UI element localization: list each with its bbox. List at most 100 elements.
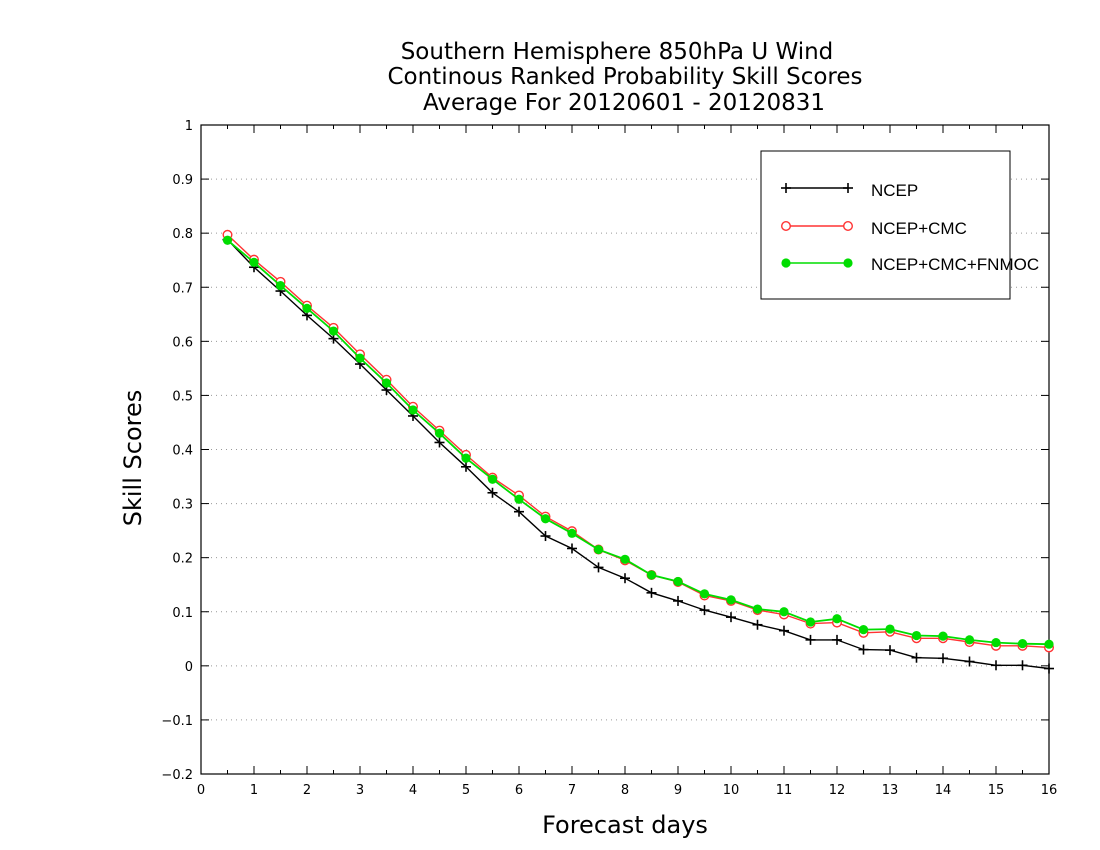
data-point <box>222 235 233 245</box>
legend-sample <box>781 220 854 231</box>
x-tick-label: 11 <box>776 783 793 798</box>
data-point <box>487 474 498 484</box>
legend-box <box>760 150 1011 300</box>
data-point <box>673 576 683 587</box>
data-point <box>726 612 736 623</box>
data-point <box>779 625 789 636</box>
x-tick-label: 8 <box>621 783 629 798</box>
data-point <box>832 614 842 624</box>
y-tick-label: 0.8 <box>172 227 193 242</box>
data-point <box>805 634 816 645</box>
data-point <box>699 605 710 616</box>
y-tick-label: 0.1 <box>172 606 193 621</box>
data-point <box>381 378 392 388</box>
legend-sample <box>781 258 853 268</box>
data-point <box>434 428 445 438</box>
data-point <box>991 660 1001 671</box>
data-point <box>843 220 854 231</box>
x-tick-label: 16 <box>1041 783 1058 798</box>
x-tick-label: 3 <box>356 783 364 798</box>
data-point <box>885 624 895 634</box>
x-tick-label: 10 <box>723 783 740 798</box>
y-tick-label: −0.2 <box>161 768 193 783</box>
x-tick-label: 7 <box>568 783 576 798</box>
data-point <box>514 506 524 517</box>
data-point <box>540 531 551 542</box>
data-point <box>832 634 842 645</box>
y-tick-label: 1 <box>185 119 193 134</box>
legend-sample <box>781 183 853 193</box>
data-point <box>938 631 948 641</box>
data-point <box>275 281 286 291</box>
y-tick-label: 0.6 <box>172 335 193 350</box>
x-tick-label: 2 <box>303 783 311 798</box>
x-tick-labels: 0 1 2 3 4 5 6 7 8 9 10 11 12 13 14 15 16 <box>197 783 1057 798</box>
data-point <box>673 595 683 606</box>
x-tick-label: 4 <box>409 783 417 798</box>
x-tick-label: 13 <box>882 783 899 798</box>
x-axis-title: Forecast days <box>542 811 708 839</box>
y-axis-title: Skill Scores <box>119 390 147 527</box>
series-line <box>226 239 1050 646</box>
data-point <box>991 637 1001 648</box>
data-point <box>1017 660 1028 671</box>
data-point <box>328 326 339 336</box>
x-tick-label: 14 <box>935 783 952 798</box>
y-tick-label: 0.7 <box>172 281 193 296</box>
series-line <box>226 239 1050 670</box>
data-point <box>567 528 577 538</box>
data-point <box>858 644 869 655</box>
data-point <box>843 258 853 268</box>
x-tick-label: 0 <box>197 783 205 798</box>
x-tick-label: 9 <box>674 783 682 798</box>
data-point <box>885 645 895 656</box>
data-point <box>858 624 869 635</box>
axis-ticks <box>200 124 1050 775</box>
y-tick-label: 0.5 <box>172 389 193 404</box>
data-point <box>620 554 630 564</box>
data-point <box>781 220 792 231</box>
x-tick-label: 5 <box>462 783 470 798</box>
data-point <box>1044 663 1054 674</box>
data-point <box>434 437 445 448</box>
data-point <box>355 353 365 363</box>
y-tick-label: 0 <box>185 660 193 675</box>
data-point <box>514 494 524 504</box>
title-line-3: Average For 20120601 - 20120831 <box>423 90 825 116</box>
x-tick-label: 12 <box>829 783 846 798</box>
data-point <box>911 652 922 663</box>
legend-label-ncep-cmc: NCEP+CMC <box>871 219 967 238</box>
data-point <box>938 653 948 664</box>
data-point <box>781 258 791 268</box>
data-point <box>461 461 471 472</box>
data-point <box>964 656 975 667</box>
legend-label-ncep: NCEP <box>871 181 918 200</box>
y-tick-label: 0.9 <box>172 173 193 188</box>
data-point <box>1044 639 1054 649</box>
data-point <box>752 604 763 614</box>
data-point <box>540 514 551 524</box>
y-tick-labels: −0.2 −0.1 0 0.1 0.2 0.3 0.4 0.5 0.6 0.7 0.8 0.9 1 <box>161 119 193 783</box>
title-line-1: Southern Hemisphere 850hPa U Wind <box>401 39 834 65</box>
data-point <box>699 589 710 599</box>
data-point <box>646 587 657 598</box>
data-point <box>781 183 791 193</box>
series-ncep-cmc-fnmoc <box>222 235 1054 649</box>
data-point <box>779 607 789 617</box>
data-point <box>646 570 657 580</box>
title-line-2: Continous Ranked Probability Skill Score… <box>387 64 862 90</box>
x-tick-label: 1 <box>250 783 258 798</box>
data-point <box>249 257 259 267</box>
series-layer <box>222 229 1054 674</box>
data-point <box>461 453 471 463</box>
data-point <box>752 619 763 630</box>
y-tick-label: −0.1 <box>161 714 193 729</box>
y-tick-label: 0.4 <box>172 444 193 459</box>
data-point <box>1017 639 1028 649</box>
data-point <box>408 405 418 415</box>
data-point <box>964 635 975 645</box>
data-point <box>843 183 853 193</box>
data-point <box>911 630 922 641</box>
data-point <box>593 562 604 573</box>
